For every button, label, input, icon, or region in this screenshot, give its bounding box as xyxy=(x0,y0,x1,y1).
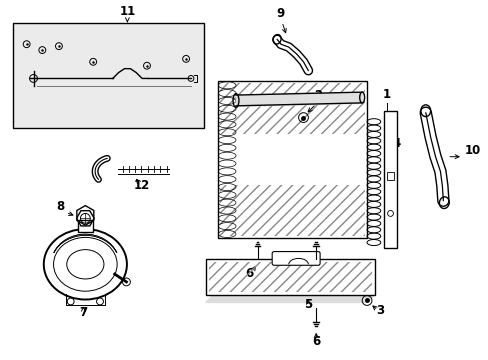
Bar xyxy=(383,111,397,248)
Bar xyxy=(13,23,203,128)
Bar xyxy=(78,220,93,232)
Text: 2: 2 xyxy=(313,89,322,102)
Bar xyxy=(208,262,371,292)
Bar xyxy=(220,134,365,185)
Text: 12: 12 xyxy=(134,179,150,192)
Text: 1: 1 xyxy=(382,88,390,101)
Text: 9: 9 xyxy=(276,7,285,20)
Bar xyxy=(220,83,365,134)
Text: 6: 6 xyxy=(311,336,320,348)
Text: 8: 8 xyxy=(56,201,64,213)
Text: 5: 5 xyxy=(304,298,312,311)
Polygon shape xyxy=(205,294,374,302)
Text: 3: 3 xyxy=(375,304,383,317)
Bar xyxy=(386,172,394,180)
FancyBboxPatch shape xyxy=(272,252,320,265)
Bar xyxy=(205,260,374,294)
Bar xyxy=(218,81,366,238)
Text: 7: 7 xyxy=(79,306,87,319)
Text: 6: 6 xyxy=(245,267,253,280)
Text: 4: 4 xyxy=(391,137,400,150)
Text: 11: 11 xyxy=(119,5,135,18)
Bar xyxy=(220,185,365,236)
Text: 10: 10 xyxy=(464,144,480,157)
